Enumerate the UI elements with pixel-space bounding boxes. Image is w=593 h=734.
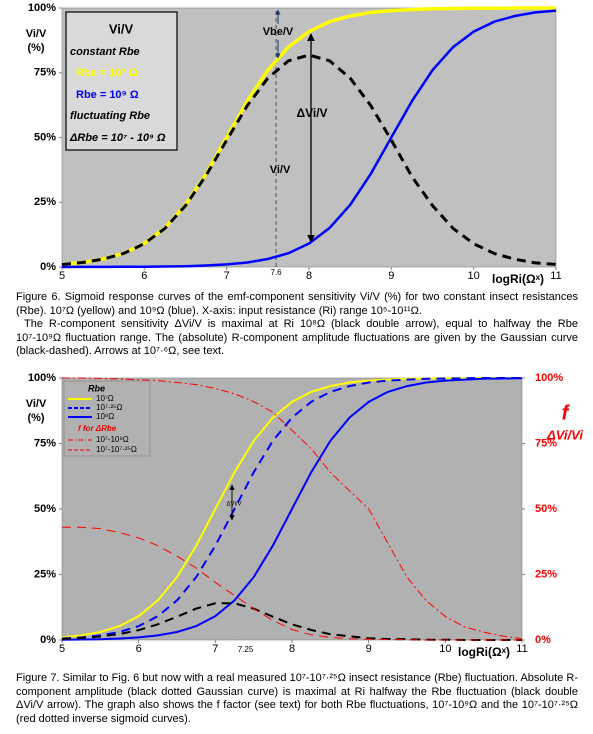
y-tick-label: 0% <box>40 634 56 646</box>
x-tick-label: 5 <box>59 270 65 282</box>
y-tick-label: 25% <box>34 196 56 208</box>
x-tick-label: 11 <box>516 643 527 655</box>
legend-entry: ΔRbe = 10⁷ - 10⁹ Ω <box>69 132 166 144</box>
x-axis-title: logRi(Ωˣ) <box>458 645 510 659</box>
y-tick-label: 75% <box>34 67 56 79</box>
caption-paragraph: Figure 6. Sigmoid response curves of the… <box>16 291 578 317</box>
annotation: Vbe/V <box>263 26 294 38</box>
caption: Figure 6. Sigmoid response curves of the… <box>16 291 578 359</box>
marker-label: 7.6 <box>271 268 283 277</box>
legend-entry: 10⁷·²⁵Ω <box>96 403 122 412</box>
caption-paragraph: The R-component sensitivity ΔVi/V is max… <box>16 318 578 357</box>
series-line <box>62 526 522 641</box>
legend-entry: 10⁷Ω <box>96 394 114 403</box>
legend-entry: Rbe = 10⁹ Ω <box>76 89 139 101</box>
legend-group: constant Rbe <box>70 46 140 58</box>
x-tick-label: 7 <box>224 270 230 282</box>
y-tick-label: 75% <box>34 437 56 449</box>
x-tick-label: 6 <box>136 643 142 655</box>
chart: 0% 25% 50% 75% 100% 5 6 7 8 9 10 11 logRi(Ωˣ) Vi/V (%)… <box>26 2 562 286</box>
x-tick-label: 5 <box>59 643 65 655</box>
legend-entry: Rbe = 10⁷ Ω <box>76 67 138 79</box>
chart: 0% 25% 50% 75% 100% 0% 25% 50% 75% 100% 5 6 7 8 9 10 11 l… <box>26 372 584 659</box>
legend-entry: 10⁷-10⁷·²⁵Ω <box>96 445 137 454</box>
y2-tick-label: 25% <box>535 568 557 580</box>
y-axis-label: Vi/V <box>26 28 47 40</box>
legend-entry: 10⁷-10⁹Ω <box>96 435 129 444</box>
legend-entry: 10⁸Ω <box>96 412 114 421</box>
legend-box <box>63 380 151 457</box>
legend-group: Rbe <box>88 383 105 393</box>
y-tick-label: 50% <box>34 503 56 515</box>
x-tick-label: 8 <box>289 643 295 655</box>
marker-label: 7.25 <box>238 645 254 654</box>
y2-tick-label: 100% <box>535 372 563 384</box>
y-axis-label: Vi/V <box>26 398 47 410</box>
x-tick-label: 10 <box>439 643 451 655</box>
series-line <box>61 377 522 640</box>
series-line <box>61 9 557 269</box>
caption: Figure 7. Similar to Fig. 6 but now with… <box>16 672 578 726</box>
y-tick-label: 100% <box>28 2 56 14</box>
y-axis-label: (%) <box>27 412 44 424</box>
series-line <box>61 6 556 267</box>
caption-paragraph: Figure 7. Similar to Fig. 6 but now with… <box>16 672 578 725</box>
y-tick-label: 25% <box>34 568 56 580</box>
x-tick-label: 8 <box>306 270 312 282</box>
y-tick-label: 0% <box>40 261 56 273</box>
series-line <box>61 377 523 641</box>
annotation: ΔVi/V <box>296 106 327 120</box>
legend-group: f for ΔRbe <box>78 424 117 433</box>
y2-tick-label: 50% <box>535 503 557 515</box>
legend-group: fluctuating Rbe <box>70 110 150 122</box>
x-tick-label: 10 <box>468 270 480 282</box>
x-tick-label: 7 <box>212 643 218 655</box>
x-tick-label: 11 <box>550 270 561 282</box>
y2-axis-label: f <box>562 402 571 424</box>
y-axis-label: (%) <box>27 42 44 54</box>
annotation: ΔVi/V <box>227 502 242 508</box>
y2-tick-label: 0% <box>535 634 551 646</box>
x-tick-label: 6 <box>141 270 147 282</box>
y2-axis-label: ΔVi/Vi <box>546 427 583 442</box>
x-tick-label: 9 <box>388 270 394 282</box>
annotation: Vi/V <box>270 164 291 176</box>
legend-box <box>65 11 178 151</box>
x-axis-title: logRi(Ωˣ) <box>492 272 544 286</box>
y-tick-label: 100% <box>28 372 56 384</box>
y2-tick-label: 75% <box>535 437 557 449</box>
x-tick-label: 9 <box>366 643 372 655</box>
y-tick-label: 50% <box>34 131 56 143</box>
legend-title: Vi/V <box>109 21 134 36</box>
series-line <box>62 377 523 640</box>
